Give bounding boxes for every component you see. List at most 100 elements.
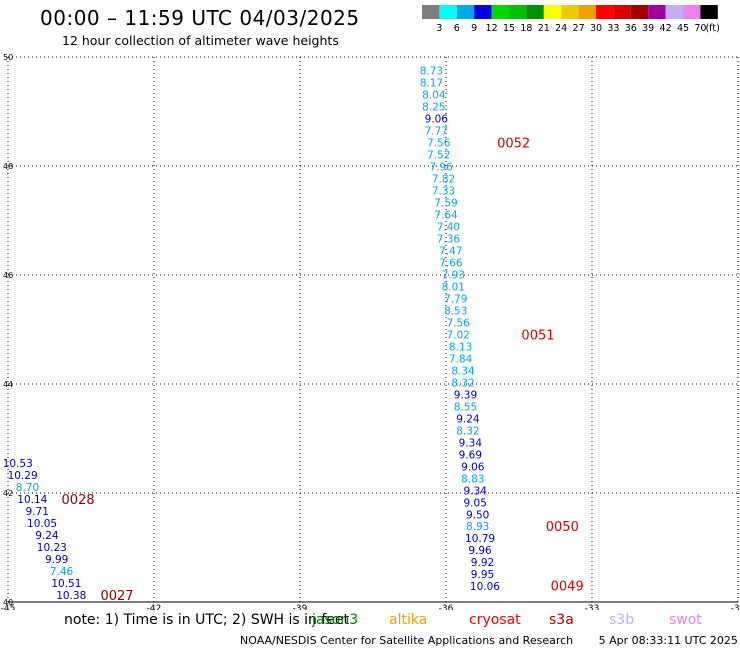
swh-value-label: 10.51 [51,578,81,590]
swh-value-label: 7.84 [449,353,473,365]
x-tick-label: -30 [731,604,740,610]
swh-value-label: 10.53 [3,458,33,470]
x-tick-label: -45 [1,604,16,610]
y-tick-label: 40 [3,598,13,607]
swh-value-label: 9.39 [454,389,477,401]
color-scale-swatch [683,5,701,19]
swh-value-label: 10.38 [56,590,86,602]
swh-value-label: 7.59 [434,198,457,210]
pass-time-label: 0050 [546,520,579,535]
swh-value-label: 8.04 [422,90,446,102]
x-tick-label: -39 [293,604,308,610]
color-scale-label: 3 [436,23,442,34]
color-scale-label: 21 [538,23,550,34]
color-scale-swatch [439,5,457,19]
pass-time-label: 0051 [521,328,554,343]
swh-value-label: 9.69 [459,449,482,461]
swh-value-label: 7.64 [434,210,458,222]
swh-value-label: 8.34 [451,365,475,377]
swh-value-label: 8.13 [449,341,472,353]
swh-value-label: 8.17 [420,78,443,90]
swh-value-label: 10.79 [465,533,495,545]
color-scale-label: 24 [555,23,567,34]
legend-swot: swot [669,612,702,628]
swh-value-label: 8.83 [461,473,484,485]
color-scale-label: 6 [454,23,460,34]
swh-value-label: 7.52 [427,150,450,162]
pass-time-label: 0049 [551,580,584,595]
color-scale-swatch [596,5,614,19]
swh-value-label: 7.02 [446,329,469,341]
color-scale-label: 27 [573,23,585,34]
swh-value-label: 10.29 [8,470,38,482]
swh-value-label: 7.82 [432,174,455,186]
color-scale-label: 33 [607,23,619,34]
legend-jason3: jason3 [312,612,359,628]
color-scale-swatch [561,5,579,19]
swh-value-label: 7.79 [444,293,467,305]
swh-value-label: 7.33 [432,186,455,198]
color-scale-swatch [509,5,527,19]
swh-value-label: 7.46 [50,566,74,578]
swh-value-label: 9.24 [35,530,59,542]
swh-value-label: 8.70 [16,482,39,494]
pass-time-label: 0052 [497,137,530,152]
y-tick-label: 48 [3,162,13,171]
swh-value-label: 7.56 [446,317,470,329]
swh-value-label: 7.56 [427,138,451,150]
color-scale-swatch [422,5,440,19]
swh-value-label: 9.50 [466,509,489,521]
y-tick-label: 42 [3,489,13,498]
color-scale-legend: 3 6 9 12 15 18 21 24 27 30 33 36 39 42 45 70 (ft) [422,5,720,34]
y-tick-label: 44 [3,380,13,389]
swh-value-label: 9.06 [461,461,485,473]
color-scale-label: 12 [486,23,498,34]
color-scale-swatch [700,5,718,19]
color-scale-label: 45 [677,23,689,34]
swh-value-label: 7.77 [425,126,448,138]
swh-value-label: 8.32 [456,425,479,437]
color-scale-swatch [491,5,509,19]
swh-value-label: 7.93 [442,269,465,281]
swh-value-label: 8.93 [466,521,489,533]
color-scale-swatch [613,5,631,19]
swh-value-label: 9.95 [471,569,494,581]
swh-value-label: 7.47 [439,245,462,257]
color-scale-swatch [648,5,666,19]
color-scale-label: 9 [471,23,477,34]
swh-value-label: 8.55 [454,401,477,413]
swh-value-label: 10.23 [37,542,67,554]
legend-s3b: s3b [609,612,635,628]
chart-subtitle: 12 hour collection of altimeter wave hei… [62,33,339,48]
footer: NOAA/NESDIS Center for Satellite Applica… [240,634,740,647]
swh-value-label: 9.06 [425,114,449,126]
swh-value-label: 9.05 [464,497,487,509]
legend-s3a: s3a [549,612,574,628]
color-scale-swatch [665,5,683,19]
color-scale-swatch [543,5,562,19]
note-text: note: 1) Time is in UTC; 2) SWH is in fe… [64,612,350,628]
swh-value-label: 9.24 [456,413,480,425]
legend-altika: altika [389,612,428,628]
swh-value-label: 8.73 [420,66,443,78]
swh-value-label: 9.71 [26,506,49,518]
footer-org: NOAA/NESDIS Center for Satellite Applica… [240,634,574,647]
pass-time-label: 0027 [100,589,133,604]
color-scale-swatch [578,5,596,19]
chart-title: 00:00 – 11:59 UTC 04/03/2025 [40,6,360,30]
x-tick-label: -36 [439,604,454,610]
color-scale-label: 42 [660,23,672,34]
swh-value-label: 9.34 [464,485,488,497]
legend-cryosat: cryosat [469,612,521,628]
altimeter-plot: -45 -42 -39 -36 -33 -30 40 42 44 46 48 50 10.5310.29… [1,53,740,610]
swh-value-label: 9.99 [45,554,68,566]
color-scale-label: 30 [590,23,602,34]
color-scale-label: 70 [694,23,706,34]
swh-value-label: 9.96 [468,545,492,557]
footer-timestamp: 5 Apr 08:33:11 UTC 2025 [598,634,738,647]
swh-value-label: 8.25 [422,102,445,114]
color-scale-label: 36 [625,23,637,34]
swh-value-label: 7.40 [437,221,460,233]
pass-time-label: 0028 [62,493,95,508]
swh-value-label: 7.66 [439,257,463,269]
